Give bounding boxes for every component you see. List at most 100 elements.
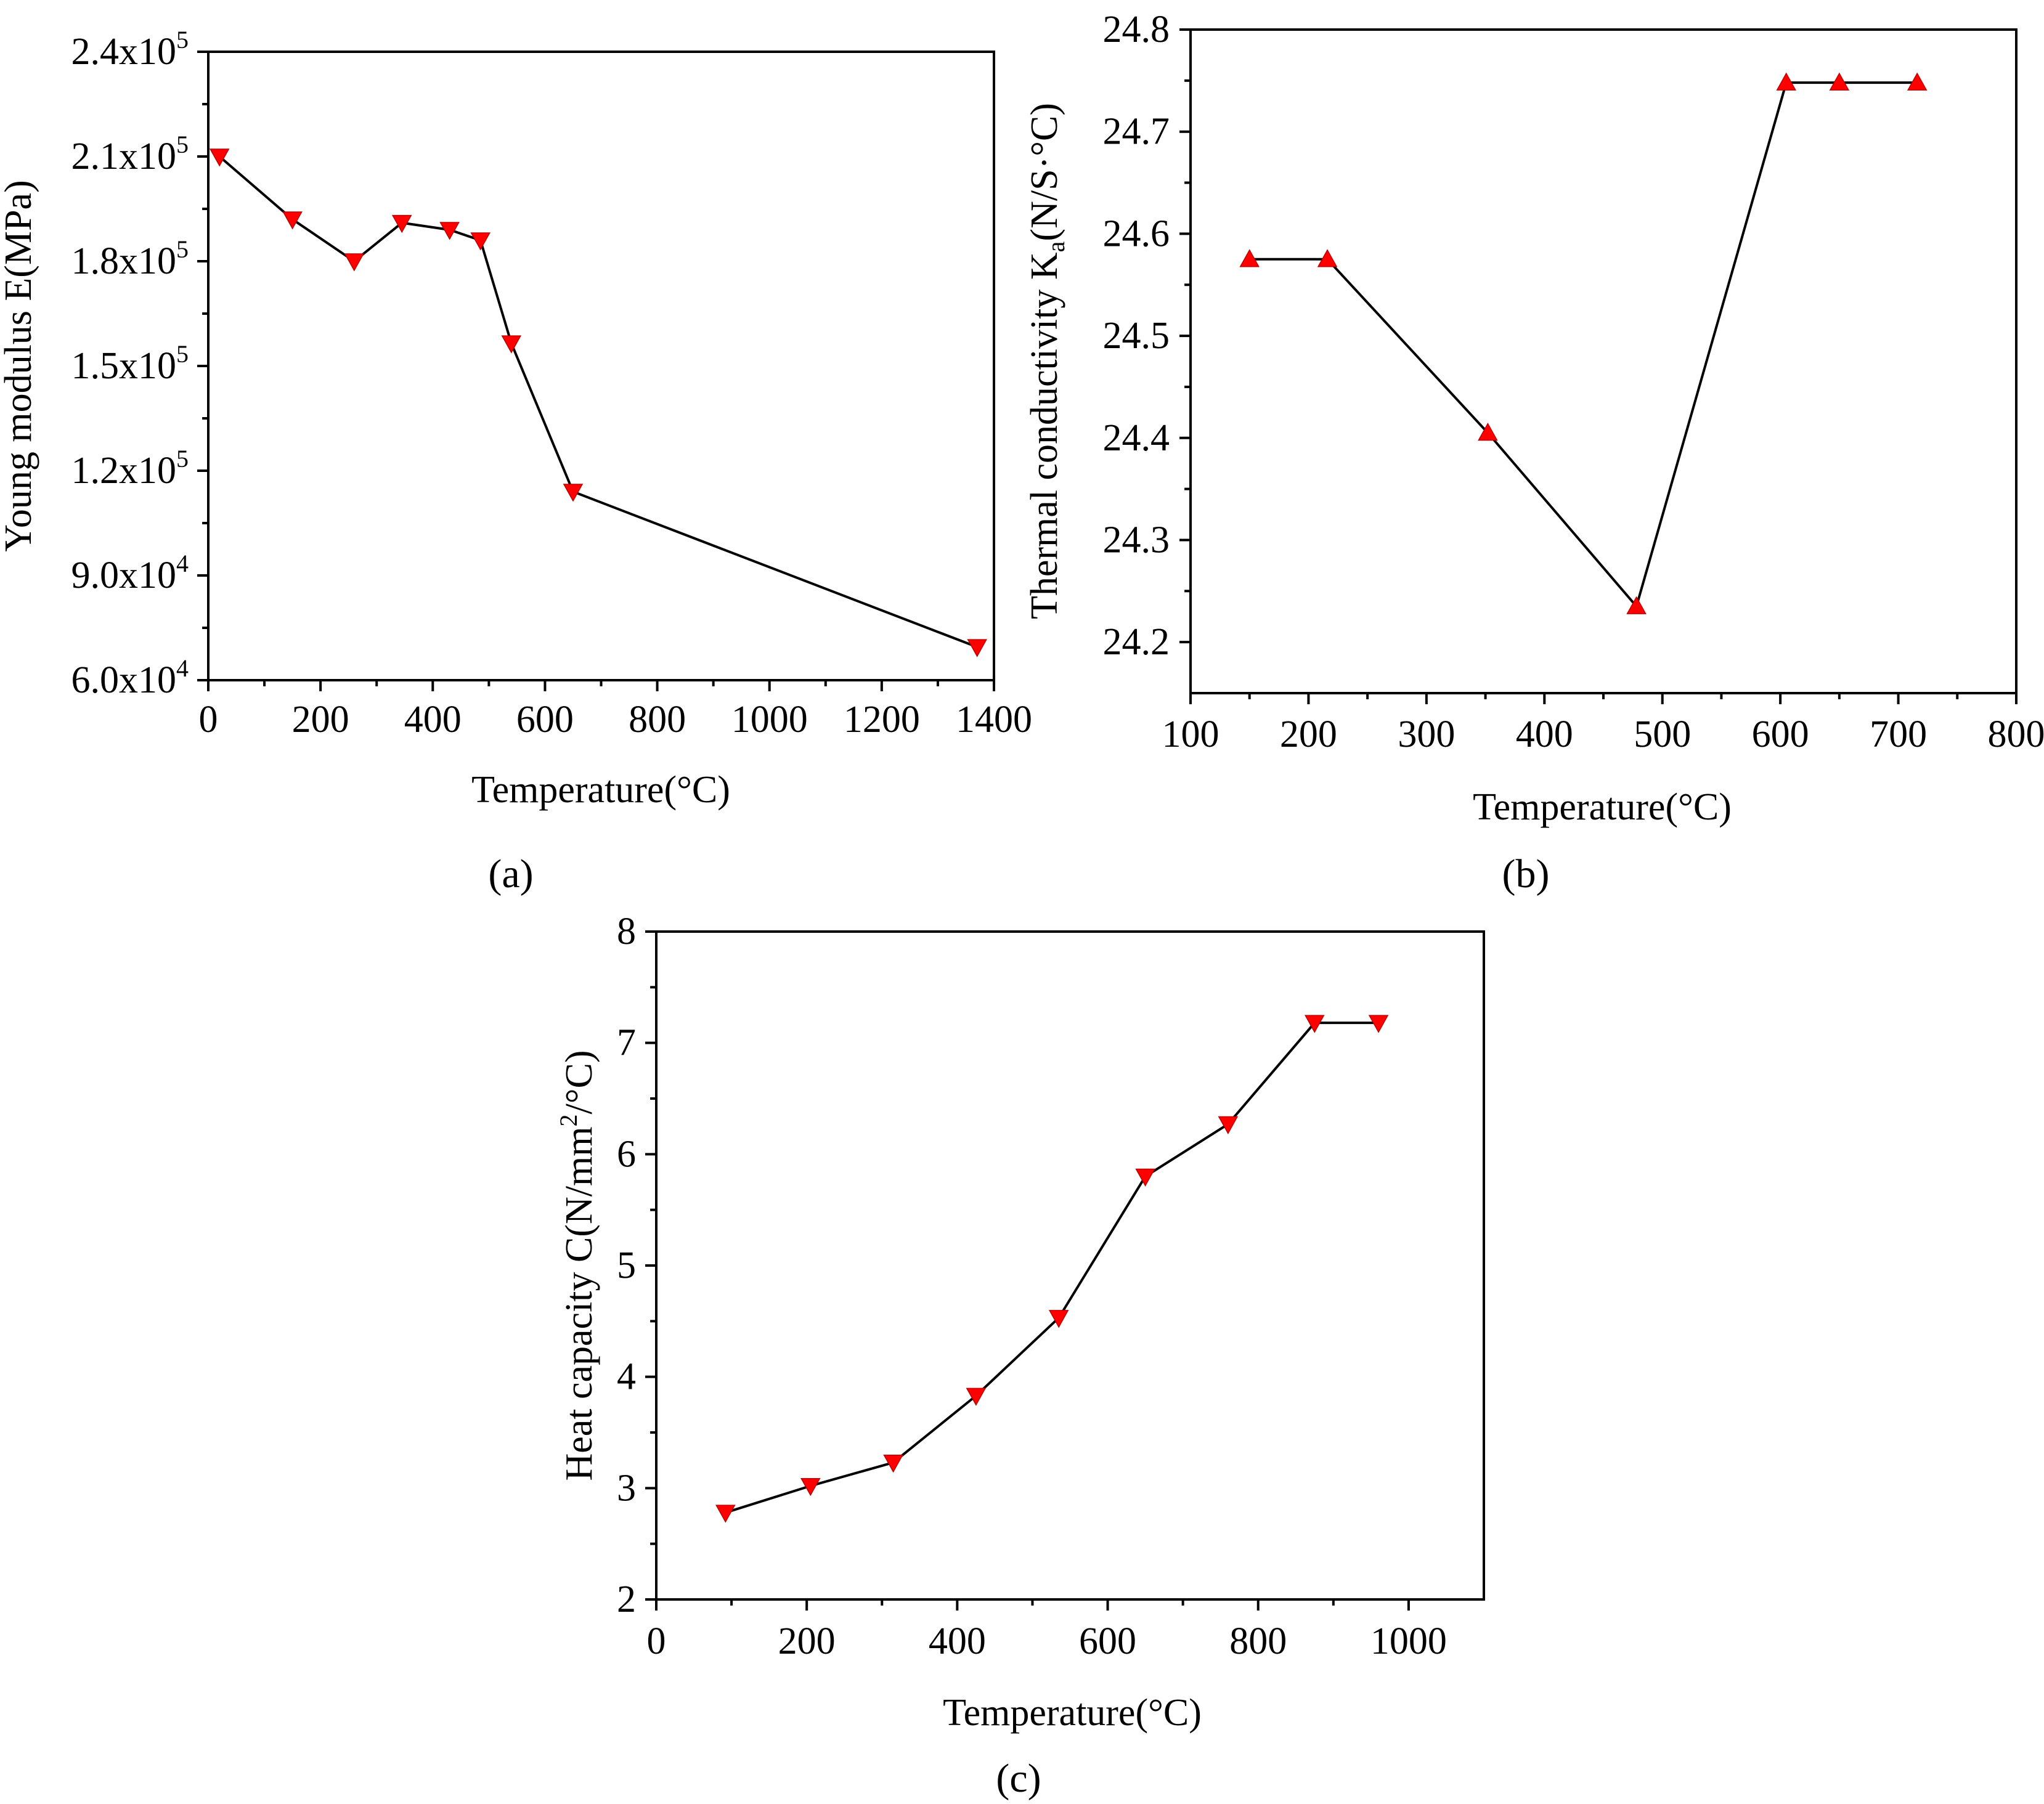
panel-a-plot-frame — [207, 51, 995, 681]
y-tick-label: 24.5 — [1103, 315, 1170, 357]
y-tick-label: 24.8 — [1103, 9, 1170, 51]
data-point-marker — [1317, 249, 1338, 267]
x-tick-label: 100 — [1162, 713, 1219, 755]
x-tick-label: 200 — [292, 699, 349, 741]
series-line — [725, 1022, 1379, 1514]
panel-b-plot-frame — [1189, 28, 2018, 694]
data-point-marker — [209, 148, 230, 167]
y-tick-label: 2.1x105 — [71, 131, 189, 177]
panel-c-y-tick-labels: 2 3 4 5 6 7 8 — [617, 911, 636, 1620]
series-line — [1249, 81, 1918, 609]
data-point-marker — [1239, 249, 1260, 267]
x-tick-label: 600 — [516, 699, 574, 741]
y-tick-label: 9.0x104 — [71, 550, 189, 596]
data-point-marker — [1829, 72, 1850, 91]
data-point-marker — [883, 1455, 903, 1473]
panel-c-y-axis-title-text: Heat capacity C(N/mm — [558, 1127, 600, 1481]
panel-b-y-axis-title: Thermal conductivity Ka(N/S·°C) — [1024, 103, 1070, 619]
data-point-marker — [1048, 1310, 1069, 1328]
panel-b-x-axis-title: Temperature(°C) — [1473, 786, 1732, 828]
data-point-marker — [715, 1505, 736, 1523]
panel-c-y-axis-title-unit: /°C) — [558, 1050, 600, 1114]
panel-b-x-tick-labels: 100 200 300 400 500 600 700 800 — [1162, 713, 2044, 755]
y-tick-label: 4 — [617, 1356, 636, 1398]
y-tick-label: 8 — [617, 911, 636, 953]
panel-b-label: (b) — [1502, 851, 1550, 896]
y-tick-label: 6 — [617, 1133, 636, 1175]
data-point-marker — [282, 211, 303, 230]
panel-c-y-axis-title: Heat capacity C(N/mm2/°C) — [555, 1050, 600, 1481]
panel-c-label: (c) — [996, 1756, 1041, 1801]
x-tick-label: 1400 — [956, 699, 1032, 741]
x-tick-label: 1000 — [1370, 1620, 1447, 1662]
data-point-marker — [1478, 422, 1498, 441]
data-point-marker — [1368, 1015, 1389, 1033]
data-point-marker — [1626, 596, 1647, 614]
data-point-marker — [1135, 1168, 1155, 1187]
data-point-marker — [966, 1388, 987, 1406]
panel-b-y-axis-title-unit: (N/S·°C) — [1024, 103, 1065, 242]
y-tick-label: 24.7 — [1103, 111, 1170, 153]
data-point-marker — [1218, 1116, 1239, 1135]
data-point-marker — [563, 484, 584, 502]
data-point-marker — [1907, 72, 1928, 91]
data-point-marker — [391, 214, 412, 234]
panel-c-plot-frame — [655, 930, 1485, 1601]
panel-c-y-axis-title-superscript: 2 — [555, 1115, 582, 1127]
x-tick-label: 400 — [929, 1620, 986, 1662]
y-tick-label: 6.0x104 — [71, 654, 189, 701]
x-tick-label: 300 — [1398, 713, 1455, 755]
x-tick-label: 200 — [1280, 713, 1337, 755]
panel-a-x-axis-title: Temperature(°C) — [471, 769, 730, 811]
data-point-marker — [800, 1477, 821, 1497]
x-tick-label: 400 — [404, 699, 462, 741]
y-tick-label: 1.5x105 — [71, 340, 189, 387]
x-tick-label: 200 — [778, 1620, 836, 1662]
y-tick-label: 24.3 — [1103, 519, 1170, 561]
panel-c-chart: 0 200 400 600 800 1000 2 3 4 5 6 7 8 Temperature(°C… — [555, 911, 1485, 1801]
x-tick-label: 1000 — [731, 699, 808, 741]
y-tick-label: 1.2x105 — [71, 445, 189, 492]
x-tick-label: 0 — [199, 699, 218, 741]
x-tick-label: 1200 — [844, 699, 920, 741]
panel-b-y-axis-title-text: Thermal conductivity K — [1024, 252, 1065, 619]
panel-b-y-axis-title-subscript: a — [1042, 241, 1070, 252]
panel-b-y-tick-labels: 24.2 24.3 24.4 24.5 24.6 24.7 24.8 — [1103, 9, 1170, 663]
panel-b-ticks — [1179, 28, 2018, 704]
panel-a-x-tick-labels: 0 200 400 600 800 1000 1200 1400 — [199, 699, 1033, 741]
x-tick-label: 400 — [1516, 713, 1573, 755]
panel-b-chart: 100 200 300 400 500 600 700 800 24.2 24.3 24.4 24.… — [1024, 9, 2044, 896]
x-tick-label: 600 — [1752, 713, 1809, 755]
panel-a-chart: 0 200 400 600 800 1000 1200 1400 6.0x104 9.0x104… — [0, 26, 1032, 896]
x-tick-label: 0 — [647, 1620, 666, 1662]
data-point-marker — [344, 253, 365, 272]
y-tick-label: 3 — [617, 1467, 636, 1509]
data-point-marker — [1776, 72, 1796, 91]
data-point-marker — [470, 232, 491, 251]
y-tick-label: 2.4x105 — [71, 26, 189, 73]
panel-c-x-tick-labels: 0 200 400 600 800 1000 — [647, 1620, 1447, 1662]
panel-a-series — [209, 148, 987, 657]
x-tick-label: 800 — [629, 699, 686, 741]
data-point-marker — [501, 335, 522, 354]
x-tick-label: 700 — [1870, 713, 1927, 755]
x-tick-label: 800 — [1229, 1620, 1287, 1662]
panel-a-ticks — [197, 51, 995, 691]
panel-c-x-axis-title: Temperature(°C) — [943, 1692, 1202, 1734]
data-point-marker — [967, 639, 987, 657]
series-line — [218, 155, 978, 649]
x-tick-label: 500 — [1634, 713, 1691, 755]
x-tick-label: 800 — [1988, 713, 2044, 755]
y-tick-label: 1.8x105 — [71, 235, 189, 282]
y-tick-label: 24.4 — [1103, 417, 1170, 459]
y-tick-label: 2 — [617, 1578, 636, 1620]
panel-c-series — [715, 1015, 1389, 1523]
y-tick-label: 5 — [617, 1245, 636, 1286]
y-tick-label: 24.2 — [1103, 621, 1170, 663]
panel-a-y-axis-title: Young modulus E(MPa) — [0, 180, 39, 551]
panel-c-ticks — [645, 930, 1410, 1611]
panel-b-series — [1239, 72, 1928, 614]
data-point-marker — [439, 222, 460, 240]
panel-a-y-axis-title-text: Young modulus E(MPa) — [0, 180, 39, 551]
